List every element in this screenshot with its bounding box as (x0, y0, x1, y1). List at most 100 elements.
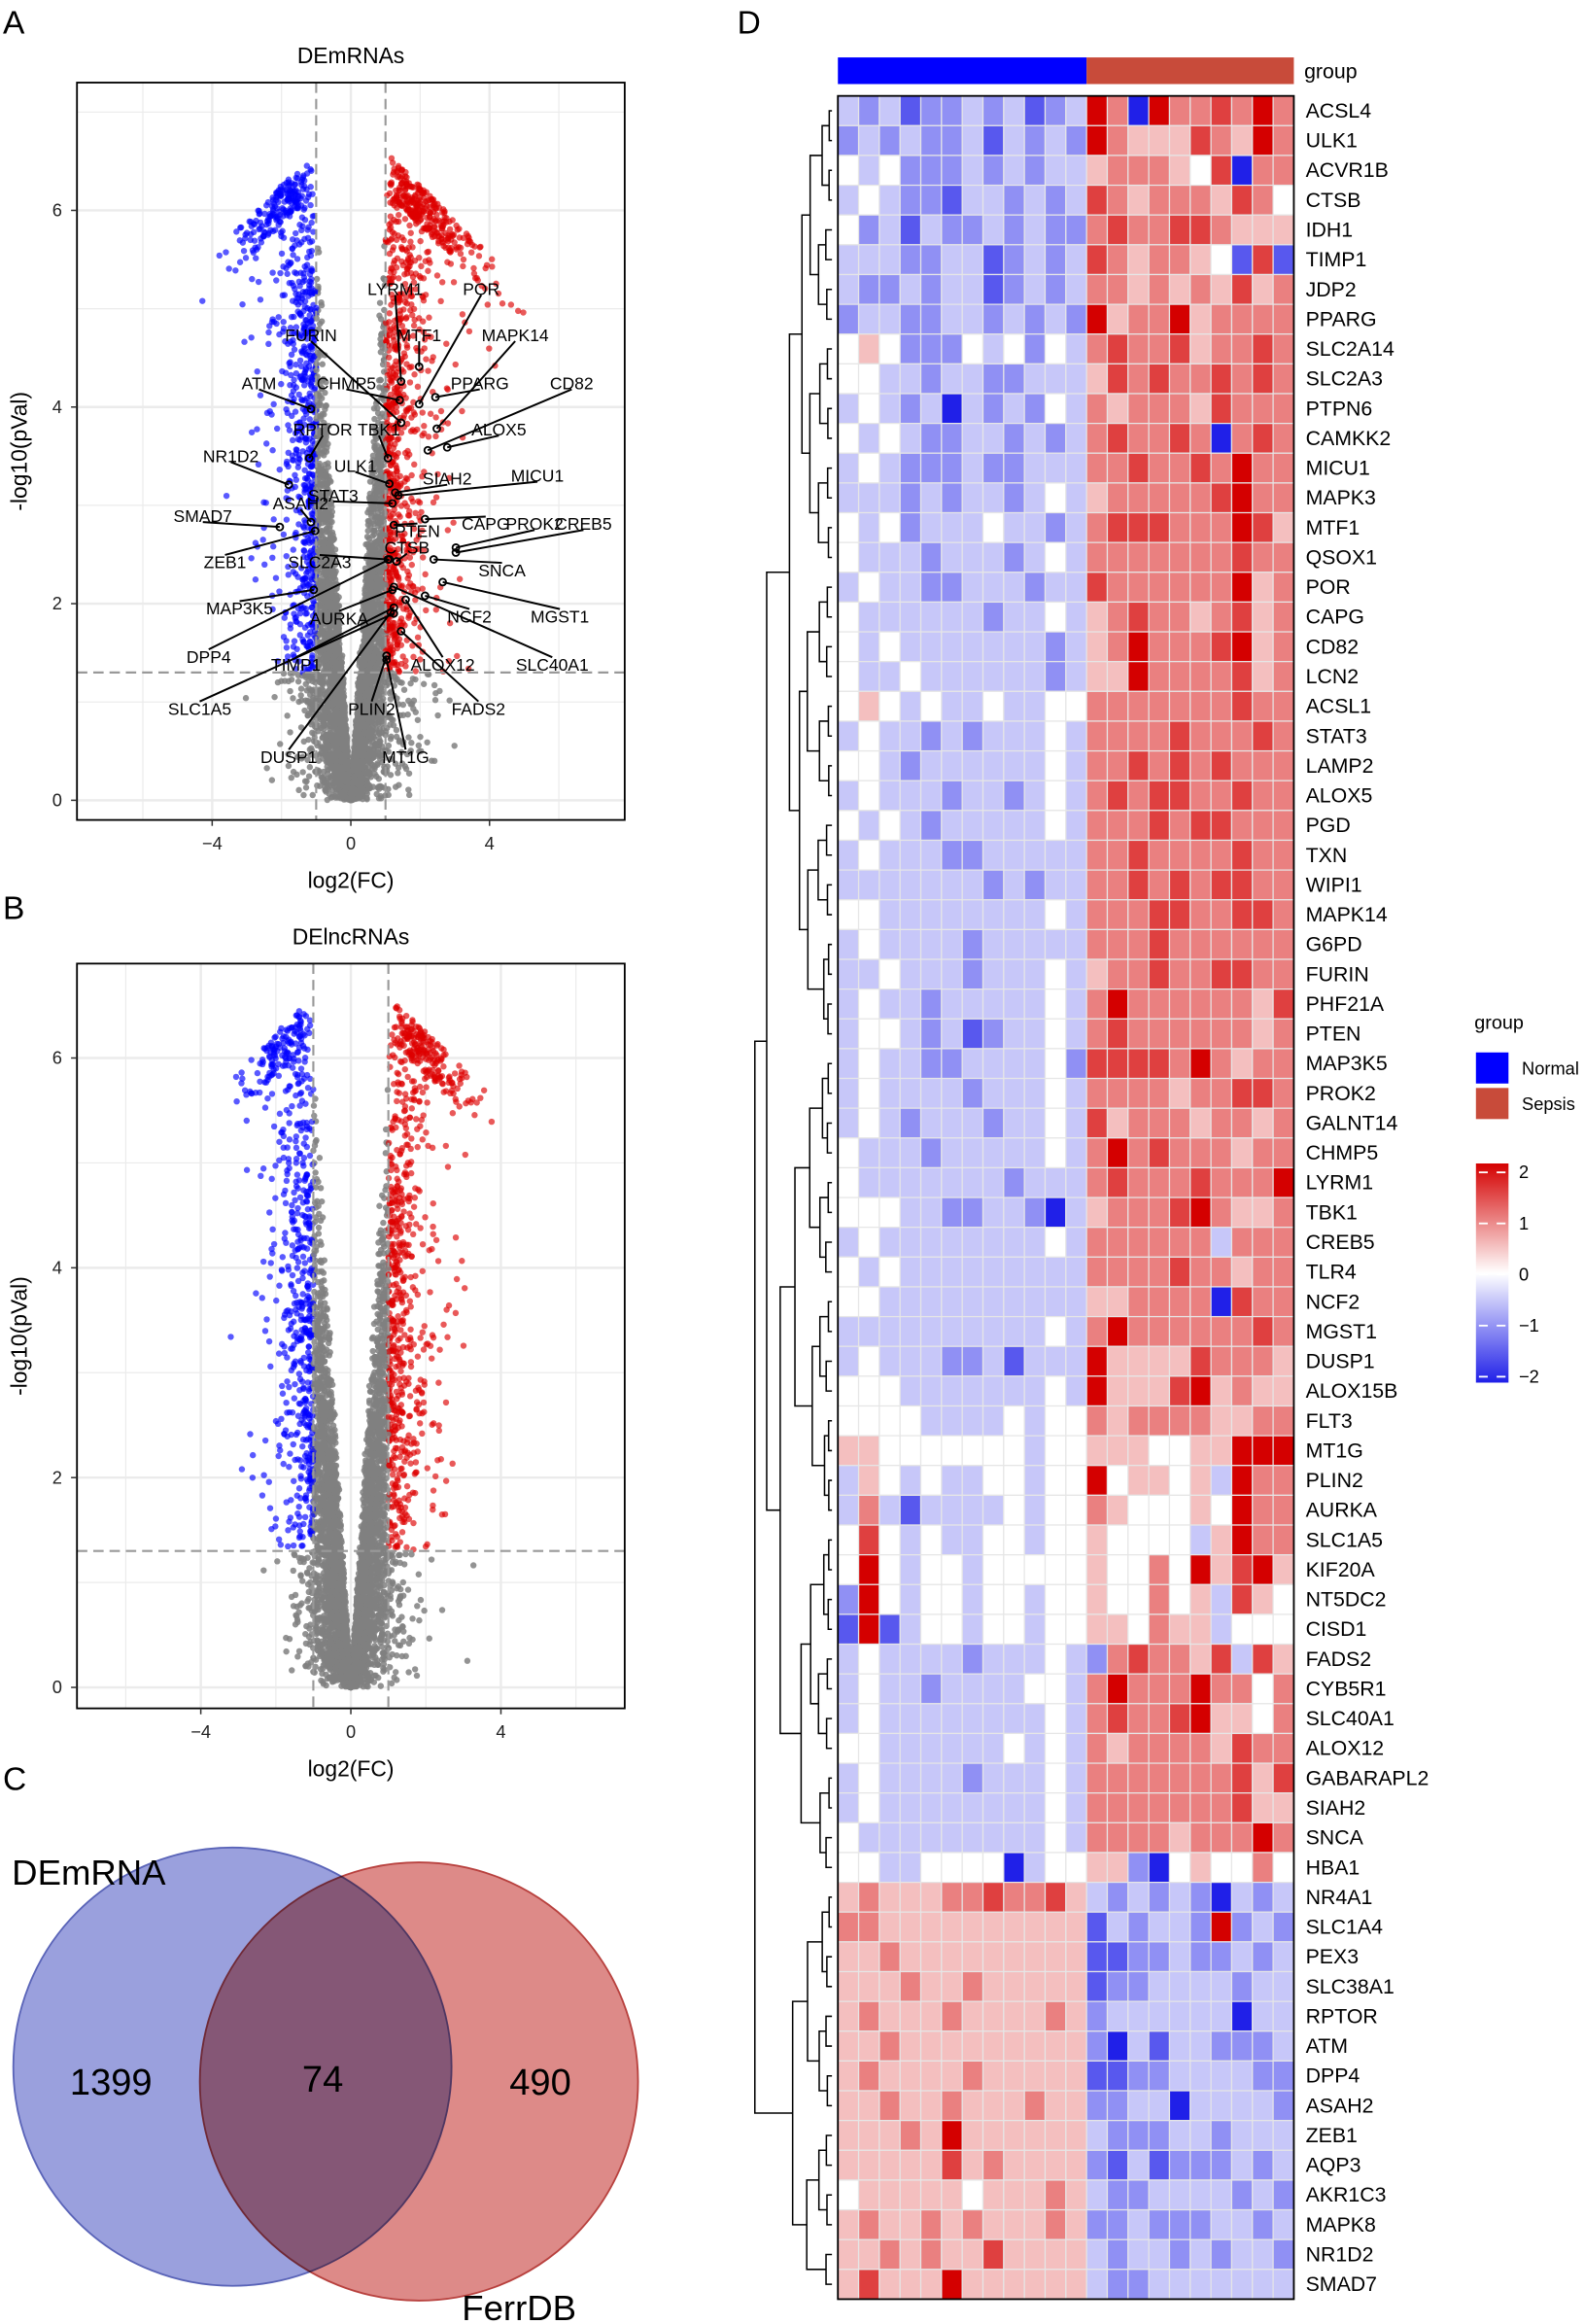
data-point (420, 680, 428, 687)
data-point (304, 254, 311, 261)
data-point (296, 222, 303, 228)
data-point (410, 653, 417, 661)
data-point (297, 685, 305, 692)
data-points (199, 155, 527, 804)
data-point (432, 414, 439, 421)
data-point (223, 249, 229, 256)
data-point (388, 733, 395, 741)
data-point (449, 217, 456, 224)
data-point (419, 585, 426, 592)
data-point (407, 679, 414, 687)
data-point (409, 676, 417, 682)
data-point (288, 371, 294, 379)
data-point (391, 202, 397, 209)
data-point (269, 447, 276, 454)
data-point (426, 314, 432, 321)
data-point (298, 182, 305, 189)
data-point (299, 636, 306, 643)
data-point (294, 677, 302, 685)
data-point (248, 555, 255, 562)
data-point (223, 492, 230, 500)
data-point (265, 329, 272, 336)
data-point (389, 159, 396, 166)
data-point (406, 554, 414, 561)
data-point (407, 238, 414, 245)
data-point (293, 613, 299, 621)
data-point (291, 560, 297, 568)
data-point (225, 265, 232, 272)
data-point (387, 268, 395, 276)
data-point (240, 247, 248, 255)
data-point (401, 500, 408, 506)
data-point (287, 381, 293, 389)
data-point (296, 632, 303, 639)
data-point (236, 259, 244, 265)
data-point (302, 784, 310, 791)
data-point (467, 249, 475, 256)
data-point (411, 411, 419, 418)
data-point (408, 301, 415, 308)
data-point (412, 509, 419, 517)
data-point (285, 572, 292, 578)
data-point (489, 256, 496, 262)
data-point (475, 253, 483, 260)
data-point (418, 508, 425, 516)
data-point (378, 331, 385, 338)
data-point (434, 711, 441, 719)
data-point (318, 298, 325, 306)
data-point (269, 554, 276, 562)
data-point (364, 517, 372, 525)
data-point (417, 733, 424, 741)
data-point (430, 681, 438, 689)
data-point (291, 638, 298, 644)
data-point (309, 791, 316, 799)
data-point (297, 269, 304, 276)
data-point (285, 259, 292, 265)
data-point (251, 237, 258, 244)
data-point (272, 574, 280, 581)
data-point (253, 255, 259, 261)
data-point (276, 466, 283, 473)
data-point (499, 300, 506, 307)
data-point (405, 786, 412, 793)
data-point (410, 705, 417, 712)
data-point (297, 226, 305, 234)
data-point (304, 632, 312, 639)
data-point (319, 361, 326, 367)
data-point (273, 277, 280, 284)
data-point (427, 410, 434, 417)
data-point (249, 247, 257, 254)
data-point (281, 614, 288, 621)
data-point (412, 597, 419, 604)
data-point (246, 218, 253, 225)
data-point (411, 461, 418, 468)
data-point (486, 345, 493, 352)
data-point (425, 434, 432, 440)
data-point (459, 407, 465, 415)
data-point (293, 771, 300, 779)
data-point (412, 270, 420, 277)
data-point (422, 571, 429, 578)
data-point (363, 533, 371, 540)
data-point (400, 350, 408, 357)
data-point (287, 729, 293, 736)
data-point (305, 773, 313, 780)
data-point (387, 213, 395, 220)
data-point (401, 449, 409, 457)
data-point (309, 191, 316, 197)
data-point (290, 695, 296, 702)
data-point (303, 360, 310, 366)
data-point (287, 359, 293, 365)
data-point (308, 279, 315, 286)
data-point (425, 267, 431, 274)
data-point (254, 426, 260, 433)
data-point (284, 458, 291, 466)
data-point (270, 543, 277, 550)
panel-letter-d: D (738, 6, 761, 42)
data-point (408, 561, 415, 569)
data-point (216, 252, 223, 260)
data-point (301, 345, 308, 353)
data-point (393, 726, 400, 734)
data-point (249, 275, 256, 283)
